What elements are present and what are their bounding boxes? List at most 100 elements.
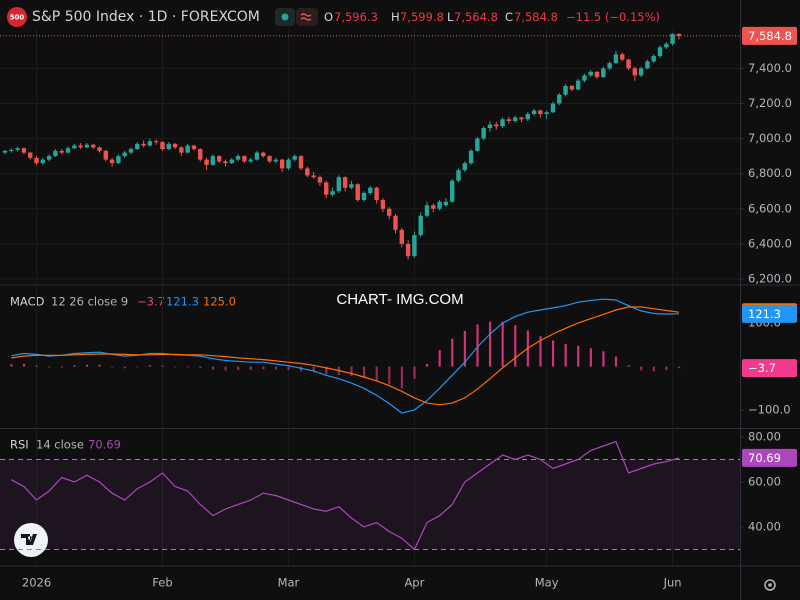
ohlc-label: O: [324, 10, 333, 24]
histogram-bar: [640, 366, 643, 371]
candle-body: [279, 159, 285, 169]
candle-body: [645, 61, 650, 69]
candle-body: [223, 161, 228, 164]
indicator-line: [11, 298, 679, 414]
histogram-bar: [488, 321, 492, 367]
candle-body: [361, 192, 367, 200]
candle-body: [588, 71, 593, 76]
candle-body: [160, 142, 165, 150]
histogram-bar: [551, 340, 555, 367]
histogram-bar: [148, 365, 152, 367]
y-tick-label: 6,400.0: [748, 236, 792, 250]
candle-body: [412, 235, 417, 257]
candle-body: [519, 117, 524, 120]
last-value-box: [742, 359, 797, 378]
indicator-line: [11, 440, 680, 551]
histogram-bar: [73, 365, 76, 367]
brand-logo-mark: [21, 534, 37, 545]
indicator-value: 125.0: [203, 295, 236, 309]
histogram-bar: [249, 366, 252, 371]
candle-body: [418, 215, 423, 236]
candle-body: [109, 159, 115, 164]
histogram-bar: [136, 366, 139, 368]
candle-body: [620, 54, 625, 60]
rsi-band: [0, 459, 740, 550]
candle-body: [670, 33, 675, 44]
candle-body: [393, 215, 398, 230]
histogram-bar: [111, 366, 114, 368]
candle-body: [53, 150, 58, 157]
indicator-title: RSI: [10, 438, 29, 452]
candle-body: [424, 205, 430, 216]
candle-body: [34, 157, 39, 164]
indicator-line: [11, 306, 679, 406]
candle-body: [638, 68, 644, 76]
candle-body: [405, 243, 411, 257]
candle-body: [368, 187, 373, 193]
candle-body: [292, 156, 297, 160]
histogram-bar: [589, 348, 592, 367]
histogram-bar: [413, 366, 416, 379]
histogram-bar: [514, 325, 517, 367]
histogram-bar: [425, 363, 429, 367]
watermark: CHART- IMG.COM: [336, 291, 463, 308]
candle-body: [462, 163, 467, 171]
candle-body: [355, 184, 360, 200]
x-tick-label: Feb: [152, 576, 172, 590]
histogram-bar: [174, 366, 177, 368]
candle-body: [216, 156, 222, 162]
candle-body: [601, 68, 606, 78]
candle-body: [311, 175, 316, 178]
histogram-bar: [665, 366, 668, 371]
candle-body: [153, 141, 159, 143]
last-value-label: 7,584.8: [748, 29, 792, 43]
indicator-value: 70.69: [88, 438, 121, 452]
candle-body: [512, 117, 518, 122]
candle-body: [632, 68, 638, 76]
candle-body: [550, 103, 556, 113]
histogram-bar: [501, 321, 504, 367]
histogram-bar: [325, 366, 328, 374]
candle-body: [128, 149, 134, 153]
candle-body: [103, 150, 109, 160]
histogram-bar: [539, 336, 542, 367]
last-value-label: −3.7: [748, 361, 776, 375]
settings-button[interactable]: [764, 579, 776, 591]
histogram-bar: [350, 366, 353, 377]
y-tick-label: 6,200.0: [748, 271, 792, 285]
candle-body: [72, 145, 77, 149]
candle-body: [676, 33, 682, 36]
histogram-bar: [677, 366, 681, 369]
y-tick-label: 80.00: [748, 429, 781, 443]
candle-body: [481, 128, 486, 139]
histogram-bar: [211, 366, 215, 370]
histogram-bar: [476, 324, 479, 367]
candle-body: [487, 124, 493, 129]
histogram-bar: [463, 330, 466, 367]
histogram-bar: [274, 366, 278, 370]
candle-body: [65, 148, 71, 153]
candle-body: [449, 180, 455, 202]
indicator-title: MACD: [10, 295, 45, 309]
candle-body: [9, 149, 14, 151]
y-tick-label: 7,200.0: [748, 96, 792, 110]
x-tick-label: Apr: [404, 576, 424, 590]
candle-body: [324, 182, 329, 195]
histogram-bar: [300, 366, 303, 372]
candle-body: [298, 156, 304, 169]
histogram-bar: [287, 366, 290, 371]
candle-body: [46, 156, 52, 160]
ohlc-value: 7,584.8: [514, 10, 558, 24]
candle-body: [475, 138, 480, 151]
candle-body: [78, 145, 83, 148]
candle-body: [261, 152, 266, 157]
histogram-bar: [388, 366, 391, 385]
candle-body: [116, 156, 121, 164]
histogram-bar: [199, 366, 202, 368]
candle-body: [664, 43, 669, 48]
candle-body: [40, 159, 46, 164]
candle-body: [582, 75, 587, 81]
data-mode-button[interactable]: [296, 8, 318, 26]
